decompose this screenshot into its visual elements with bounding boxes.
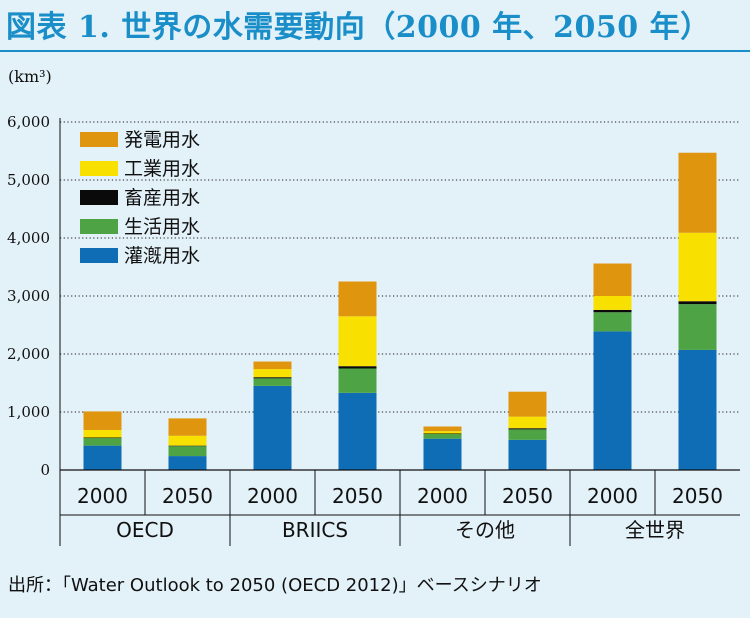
legend-swatch (80, 248, 118, 263)
bar-segment (423, 434, 462, 439)
bar-segment (168, 418, 207, 436)
bar-segment (168, 445, 207, 447)
bar-segment (508, 391, 547, 417)
legend-label: 灌漑用水 (124, 245, 200, 267)
axes (59, 118, 740, 546)
bar-segment (253, 385, 292, 470)
bar-segment (423, 433, 462, 435)
bar-segment (593, 312, 632, 332)
y-tick-labels: 0 1,000 2,000 3,000 4,000 5,000 6,000 (7, 113, 50, 479)
bar-segment (678, 152, 717, 233)
legend-label: 発電用水 (124, 129, 200, 151)
bar-segment (338, 392, 377, 470)
legend-label: 生活用水 (124, 216, 200, 238)
legend-label: 工業用水 (124, 158, 200, 180)
y-tick-label: 0 (40, 461, 50, 479)
x-category-label: 2050 (162, 484, 213, 508)
bar-segment (593, 331, 632, 470)
x-category-label: 2000 (247, 484, 298, 508)
bar-segment (168, 446, 207, 457)
y-tick-label: 2,000 (7, 345, 50, 363)
legend-swatch (80, 132, 118, 147)
bar-segment (508, 439, 547, 470)
bar-segment (338, 316, 377, 367)
bar-segment (253, 369, 292, 378)
bar-segment (423, 438, 462, 470)
bar-segment (253, 361, 292, 370)
legend-label: 畜産用水 (124, 187, 200, 209)
y-tick-label: 4,000 (7, 229, 50, 247)
legend-swatch (80, 219, 118, 234)
x-group-label: その他 (455, 518, 515, 542)
legend-swatch (80, 190, 118, 205)
x-group-label: BRIICS (282, 518, 348, 542)
y-tick-label: 1,000 (7, 403, 50, 421)
bar-segment (83, 429, 122, 438)
bar-segment (423, 426, 462, 432)
x-group-label: OECD (116, 518, 174, 542)
bar-segment (253, 378, 292, 386)
bar-segment (423, 431, 462, 434)
y-tick-label: 6,000 (7, 113, 50, 131)
bar-segment (593, 296, 632, 310)
x-category-label: 2050 (672, 484, 723, 508)
bar-segment (338, 281, 377, 317)
y-tick-label: 5,000 (7, 171, 50, 189)
bar-segment (83, 437, 122, 439)
bar-segment (678, 232, 717, 302)
stacked-bar-chart: 0 1,000 2,000 3,000 4,000 5,000 6,000 2000 2050… (7, 67, 740, 546)
y-unit-label: (km³) (8, 67, 52, 86)
legend-swatch (80, 161, 118, 176)
source-note: 出所：「Water Outlook to 2050 (OECD 2012)」ベー… (8, 575, 542, 596)
x-category-label: 2050 (502, 484, 553, 508)
bar-segment (593, 263, 632, 296)
bar-segment (168, 456, 207, 470)
title-underline (0, 50, 750, 52)
bars (83, 152, 717, 470)
x-category-label: 2000 (417, 484, 468, 508)
bar-segment (508, 428, 547, 430)
y-tick-label: 3,000 (7, 287, 50, 305)
bar-segment (678, 349, 717, 470)
bar-segment (83, 411, 122, 430)
x-category-labels: 2000 2050 2000 2050 2000 2050 2000 2050 OECD BRII… (77, 484, 723, 542)
bar-segment (678, 304, 717, 350)
bar-segment (83, 445, 122, 470)
bar-segment (508, 416, 547, 429)
x-category-label: 2000 (77, 484, 128, 508)
x-category-label: 2050 (332, 484, 383, 508)
bar-segment (338, 366, 377, 369)
bar-segment (338, 368, 377, 393)
bar-segment (83, 438, 122, 446)
x-group-label: 全世界 (625, 518, 685, 542)
bar-segment (593, 309, 632, 313)
chart-title: 図表 1. 世界の水需要動向（2000 年、2050 年） (6, 10, 711, 45)
bar-segment (678, 301, 717, 305)
bar-segment (168, 435, 207, 446)
bar-segment (508, 429, 547, 440)
x-category-label: 2000 (587, 484, 638, 508)
bar-segment (253, 377, 292, 379)
